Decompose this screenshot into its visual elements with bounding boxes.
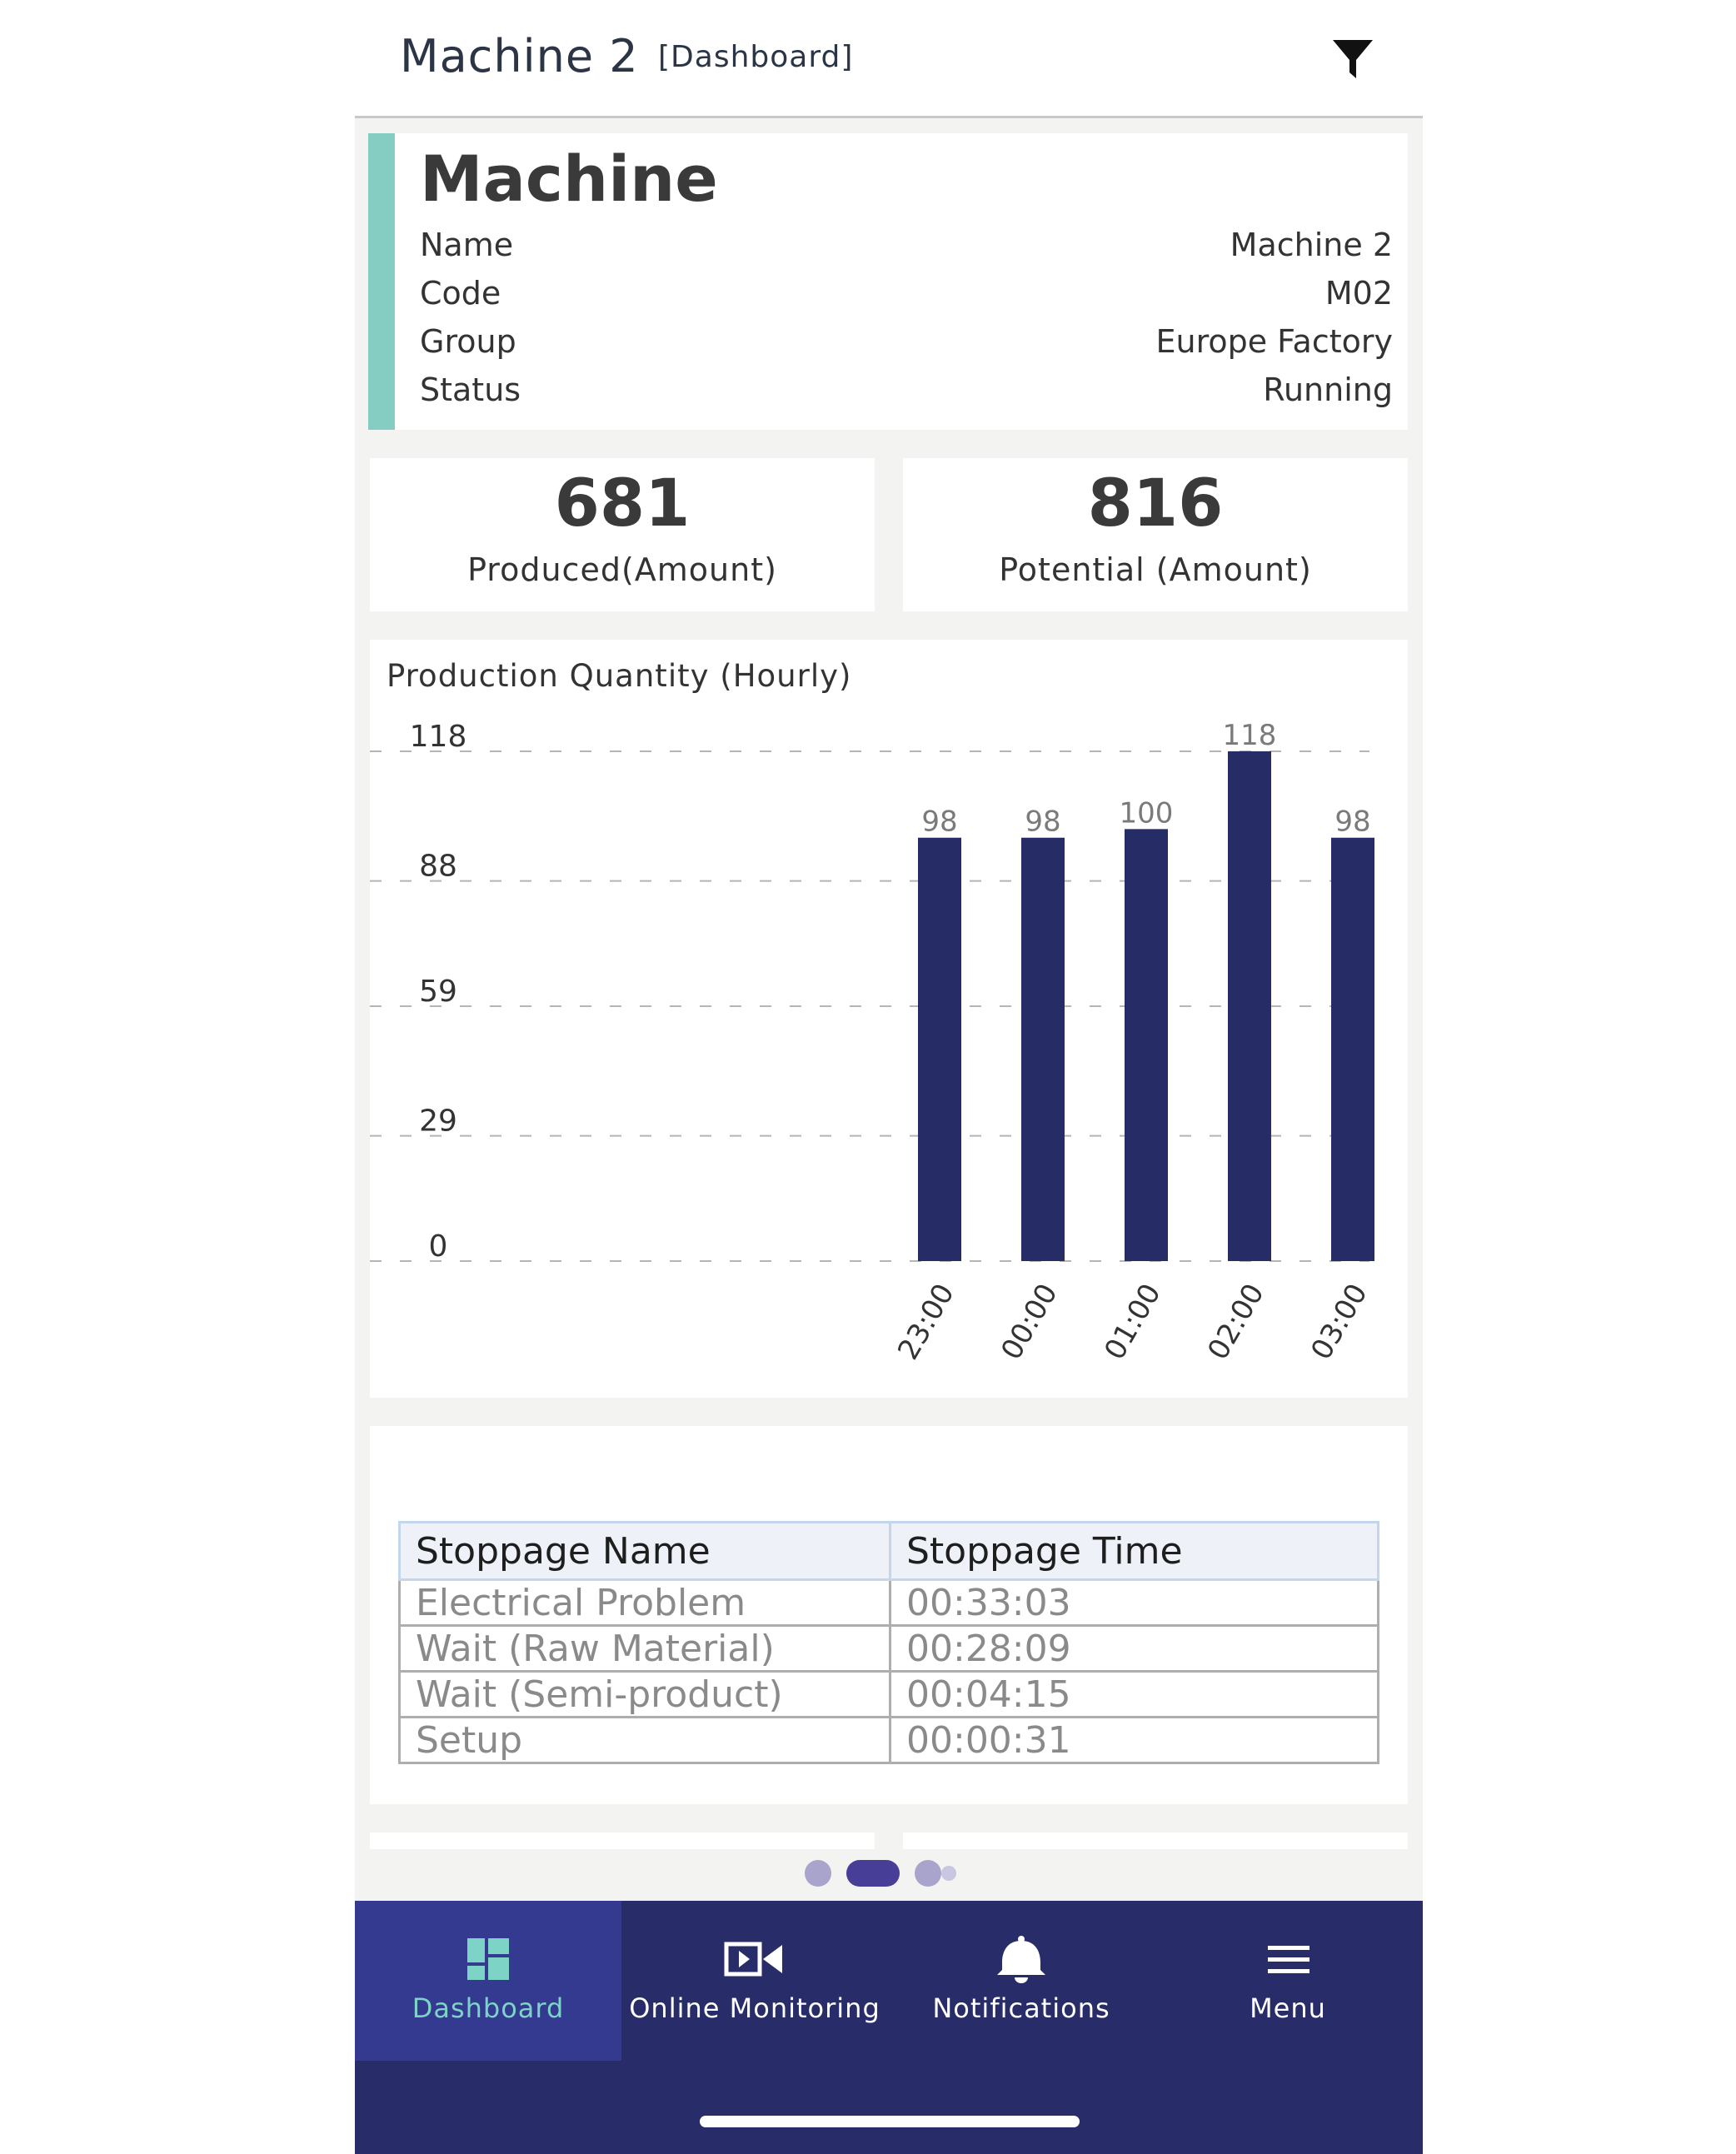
x-tick-label: 02:00	[1201, 1279, 1271, 1366]
stoppage-time-cell: 00:04:15	[889, 1670, 1379, 1718]
x-tick-label: 03:00	[1304, 1279, 1374, 1366]
bell-icon	[997, 1936, 1045, 1983]
info-label: Group	[420, 323, 516, 360]
x-tick-label: 00:00	[995, 1279, 1065, 1366]
tab-label: Dashboard	[412, 1992, 565, 2024]
info-row-name: Name Machine 2	[420, 227, 1393, 273]
stoppage-name-cell: Wait (Raw Material)	[398, 1624, 891, 1673]
info-value: Running	[1263, 371, 1393, 408]
dashboard-icon	[467, 1938, 509, 1980]
table-row: Electrical Problem 00:33:03	[398, 1578, 1379, 1627]
home-indicator	[700, 2116, 1080, 2127]
tab-dashboard[interactable]: Dashboard	[355, 1901, 621, 2061]
info-label: Name	[420, 227, 514, 263]
page-dot[interactable]	[805, 1860, 831, 1887]
info-value: Machine 2	[1230, 227, 1393, 263]
table-header-row: Stoppage Name Stoppage Time	[398, 1521, 1379, 1581]
machine-card-heading: Machine	[420, 142, 718, 216]
stoppage-name-cell: Wait (Semi-product)	[398, 1670, 891, 1718]
y-tick-label: 118	[410, 720, 467, 754]
page-title: Machine 2	[400, 30, 639, 82]
bar-value-label: 98	[921, 805, 957, 839]
bar-value-label: 100	[1120, 796, 1174, 830]
stoppage-name-cell: Electrical Problem	[398, 1578, 891, 1627]
stoppage-time-cell: 00:28:09	[889, 1624, 1379, 1673]
funnel-icon	[1333, 40, 1373, 78]
table-row: Wait (Semi-product) 00:04:15	[398, 1670, 1379, 1718]
stoppage-card: Stoppage Name Stoppage Time Electrical P…	[370, 1426, 1408, 1804]
kpi-label: Produced(Amount)	[467, 551, 777, 588]
bar-value-label: 98	[1334, 805, 1370, 839]
page-indicator[interactable]	[355, 1854, 1423, 1891]
tab-notifications[interactable]: Notifications	[888, 1901, 1155, 2061]
y-tick-label: 59	[419, 975, 457, 1009]
page-dot[interactable]	[915, 1860, 941, 1887]
y-tick-label: 88	[419, 850, 457, 884]
stoppage-table: Stoppage Name Stoppage Time Electrical P…	[398, 1521, 1379, 1764]
next-card-peek	[903, 1832, 1408, 1849]
stoppage-time-cell: 00:33:03	[889, 1578, 1379, 1627]
column-header-stoppage-name: Stoppage Name	[398, 1521, 891, 1581]
chart-bar	[1331, 837, 1374, 1261]
info-value: Europe Factory	[1155, 323, 1393, 360]
table-row: Setup 00:00:31	[398, 1716, 1379, 1764]
info-row-status: Status Running	[420, 371, 1393, 418]
y-tick-label: 0	[429, 1229, 448, 1264]
y-tick-label: 29	[419, 1104, 457, 1139]
kpi-value: 816	[1087, 466, 1224, 541]
chart-bar	[1228, 751, 1271, 1261]
tab-label: Notifications	[932, 1992, 1110, 2024]
x-tick-label: 23:00	[891, 1279, 961, 1366]
video-camera-icon	[724, 1942, 782, 1977]
kpi-potential: 816 Potential (Amount)	[903, 458, 1408, 611]
table-row: Wait (Raw Material) 00:28:09	[398, 1624, 1379, 1673]
tab-menu[interactable]: Menu	[1155, 1901, 1421, 2061]
phone-screen: Machine 2 [Dashboard] Machine Name Machi…	[355, 0, 1423, 2154]
page-dot-small[interactable]	[941, 1866, 956, 1881]
bottom-tab-bar: Dashboard Online Monitoring Notification…	[355, 1901, 1423, 2154]
page-subtitle: [Dashboard]	[658, 40, 854, 74]
info-label: Status	[420, 371, 521, 408]
stoppage-name-cell: Setup	[398, 1716, 891, 1764]
production-bar-chart: 118 88 59 29 0 98 23:00 98 00:00 100 01:00 118 02:00…	[370, 719, 1374, 1366]
hamburger-menu-icon	[1268, 1946, 1309, 1973]
tab-label: Online Monitoring	[629, 1992, 880, 2024]
chart-bar	[1125, 829, 1168, 1261]
chart-bar	[1021, 837, 1065, 1261]
bar-value-label: 98	[1025, 805, 1060, 839]
chart-bar	[918, 837, 961, 1261]
kpi-produced: 681 Produced(Amount)	[370, 458, 875, 611]
next-card-peek	[370, 1832, 875, 1849]
kpi-label: Potential (Amount)	[999, 551, 1312, 588]
chart-title: Production Quantity (Hourly)	[387, 658, 852, 694]
column-header-stoppage-time: Stoppage Time	[889, 1521, 1379, 1581]
stoppage-time-cell: 00:00:31	[889, 1716, 1379, 1764]
tab-label: Menu	[1250, 1992, 1326, 2024]
machine-info-card: Machine Name Machine 2 Code M02 Group Eu…	[368, 133, 1408, 430]
page-dot-active[interactable]	[846, 1860, 900, 1887]
info-row-code: Code M02	[420, 275, 1393, 322]
info-label: Code	[420, 275, 501, 312]
info-row-group: Group Europe Factory	[420, 323, 1393, 370]
production-chart-card: Production Quantity (Hourly) 118 88 59 29 0 9…	[370, 640, 1408, 1398]
app-header: Machine 2 [Dashboard]	[355, 0, 1423, 118]
kpi-value: 681	[554, 466, 691, 541]
filter-button[interactable]	[1328, 33, 1378, 83]
x-tick-label: 01:00	[1098, 1279, 1168, 1366]
info-value: M02	[1324, 275, 1393, 312]
tab-online-monitoring[interactable]: Online Monitoring	[621, 1901, 888, 2061]
card-accent-bar	[368, 133, 395, 430]
bar-value-label: 118	[1223, 719, 1277, 752]
